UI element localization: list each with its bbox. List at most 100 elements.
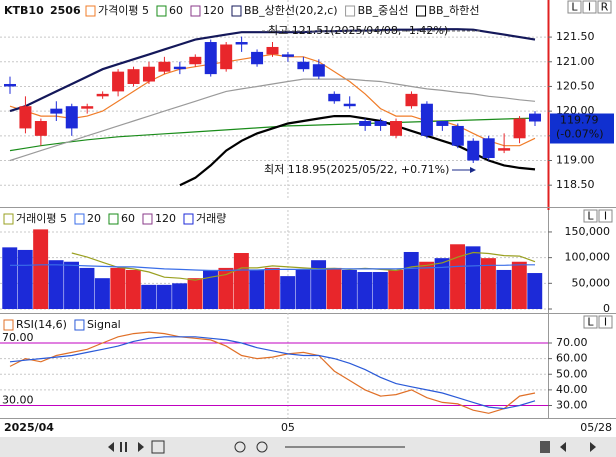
x-tick-label: 05/28: [580, 421, 612, 434]
candle-body: [451, 125, 464, 146]
legend-swatch: [3, 319, 14, 331]
panel-button[interactable]: [583, 209, 598, 223]
volume-bar: [357, 272, 373, 309]
volume-bar: [434, 258, 450, 309]
candle-body: [498, 148, 511, 151]
next-button[interactable]: [138, 442, 144, 452]
zoom-button[interactable]: [151, 440, 165, 454]
volume-bar: [79, 267, 95, 309]
candle-body: [50, 108, 63, 114]
candle-body: [96, 93, 109, 97]
volume-bar: [388, 269, 404, 309]
volume-ma-line: [10, 264, 535, 272]
volume-bar: [527, 273, 543, 309]
volume-bar: [156, 284, 172, 309]
panel-button[interactable]: [598, 315, 613, 329]
y-tick-label: 50.00: [556, 367, 588, 380]
volume-bar: [94, 278, 110, 309]
candle-body: [467, 140, 480, 161]
y-tick-label: 50,000: [572, 276, 611, 289]
legend-swatch: [231, 5, 242, 17]
volume-bar: [187, 278, 203, 309]
panel-button-label[interactable]: L: [571, 1, 578, 14]
legend-label: 60: [121, 212, 135, 225]
candle-body: [405, 93, 418, 107]
toolbar-icons: [108, 440, 596, 454]
volume-ma-line: [71, 251, 536, 281]
candle-body: [251, 51, 264, 65]
candle-body: [420, 103, 433, 136]
candle-body: [297, 61, 310, 70]
legend-label: 120: [203, 4, 224, 17]
zoom-out[interactable]: [234, 441, 246, 453]
y-tick-label: 60.00: [556, 352, 588, 365]
candle-body: [4, 83, 16, 87]
candle-body: [173, 66, 186, 70]
candle-body: [312, 64, 325, 77]
y-tick-label: 120.50: [556, 79, 595, 92]
panel-button[interactable]: [597, 0, 612, 14]
indicator-line: [9, 117, 536, 152]
candle-body: [513, 118, 526, 139]
y-tick-label: 118.50: [556, 178, 595, 191]
volume-bar: [341, 269, 357, 309]
candle-body: [390, 121, 403, 136]
pause-button[interactable]: [125, 442, 127, 452]
volume-bar: [511, 261, 527, 309]
volume-bar: [372, 272, 388, 309]
pause-button[interactable]: [120, 442, 122, 452]
scroll-left[interactable]: [560, 442, 566, 452]
panel-button-label[interactable]: R: [601, 1, 609, 14]
volume-bar: [496, 269, 512, 309]
legend-label: 거래량: [196, 212, 226, 225]
panel-button-label[interactable]: L: [587, 210, 594, 223]
volume-bar: [141, 284, 157, 309]
legend-swatch: [3, 213, 14, 225]
zoom-in[interactable]: [256, 441, 268, 453]
legend-swatch: [74, 213, 85, 225]
panel-button-label[interactable]: I: [604, 316, 607, 329]
indicator-line: [9, 28, 536, 113]
y-tick-label: 70.00: [556, 336, 588, 349]
last-price: 119.79: [560, 114, 599, 127]
y-tick-label: 0: [603, 302, 610, 315]
volume-bar: [64, 261, 79, 309]
volume-bar: [264, 267, 280, 309]
scroll-right[interactable]: [590, 442, 596, 452]
level-label: 30.00: [2, 394, 34, 407]
legend-swatch: [190, 5, 201, 17]
prev-button[interactable]: [108, 442, 114, 452]
volume-bar: [480, 258, 496, 309]
panel-button-label[interactable]: L: [587, 316, 594, 329]
rsi-line: [9, 336, 536, 410]
candle-body: [158, 61, 171, 72]
volume-bar: [17, 249, 33, 309]
legend-label: BB_하한선: [429, 3, 480, 17]
scroll-track[interactable]: [285, 446, 405, 448]
legend-label: Signal: [87, 318, 121, 331]
panel-button[interactable]: [582, 0, 597, 14]
last-price-box: [550, 113, 614, 144]
level-label: 70.00: [2, 331, 34, 344]
panel-button[interactable]: [583, 315, 598, 329]
panel-button-label[interactable]: I: [588, 1, 591, 14]
y-tick-label: 119.00: [556, 154, 595, 167]
candle-body: [359, 121, 372, 126]
panel-button[interactable]: [567, 0, 582, 14]
symbol: KTB10: [4, 4, 44, 17]
legend-label: 가격이평 5: [98, 4, 149, 17]
candle-body: [266, 46, 279, 55]
panel-button-label[interactable]: I: [604, 210, 607, 223]
candle-body: [343, 103, 356, 107]
legend-label: BB_중심선: [358, 4, 409, 17]
legend-swatch: [108, 213, 119, 225]
candle-body: [127, 69, 140, 84]
last-change: (-0.07%): [556, 128, 604, 141]
volume-bar: [295, 269, 311, 309]
panel-button[interactable]: [598, 209, 613, 223]
candle-body: [81, 106, 94, 109]
scroll-thumb[interactable]: [540, 441, 550, 453]
volume-bar: [326, 267, 342, 309]
